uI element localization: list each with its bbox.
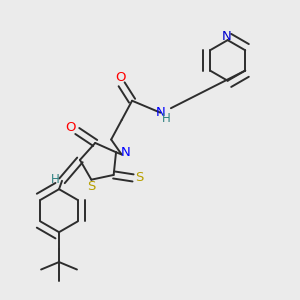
Text: S: S (87, 180, 95, 193)
Text: N: N (121, 146, 131, 160)
Text: N: N (156, 106, 165, 119)
Text: H: H (161, 112, 170, 124)
Text: H: H (51, 173, 60, 186)
Text: O: O (65, 121, 76, 134)
Text: S: S (136, 171, 144, 184)
Text: O: O (115, 71, 125, 84)
Text: N: N (221, 30, 231, 43)
